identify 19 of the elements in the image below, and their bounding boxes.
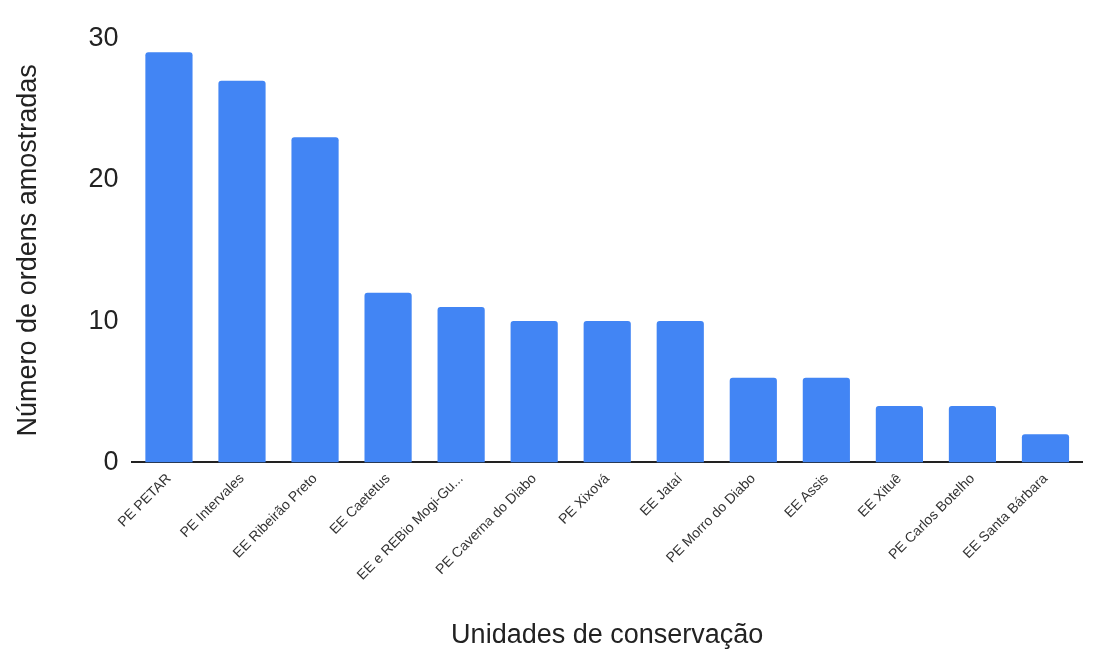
bar: [729, 377, 777, 463]
bar: [802, 377, 850, 463]
y-tick-label: 0: [103, 445, 119, 476]
y-axis-title: Número de ordens amostradas: [11, 64, 42, 437]
bar: [145, 52, 193, 463]
bar: [510, 321, 558, 463]
bar: [583, 321, 631, 463]
bar: [948, 405, 997, 463]
bar: [218, 80, 266, 463]
y-tick-label: 10: [88, 304, 119, 335]
bar: [364, 292, 412, 463]
bar: [656, 321, 704, 463]
x-axis-title: Unidades de conservação: [451, 619, 764, 650]
bar: [437, 306, 485, 463]
bar: [875, 405, 923, 463]
y-tick-label: 20: [88, 163, 119, 194]
bar: [291, 137, 339, 463]
y-tick-label: 30: [88, 21, 119, 52]
bar: [1021, 434, 1070, 463]
